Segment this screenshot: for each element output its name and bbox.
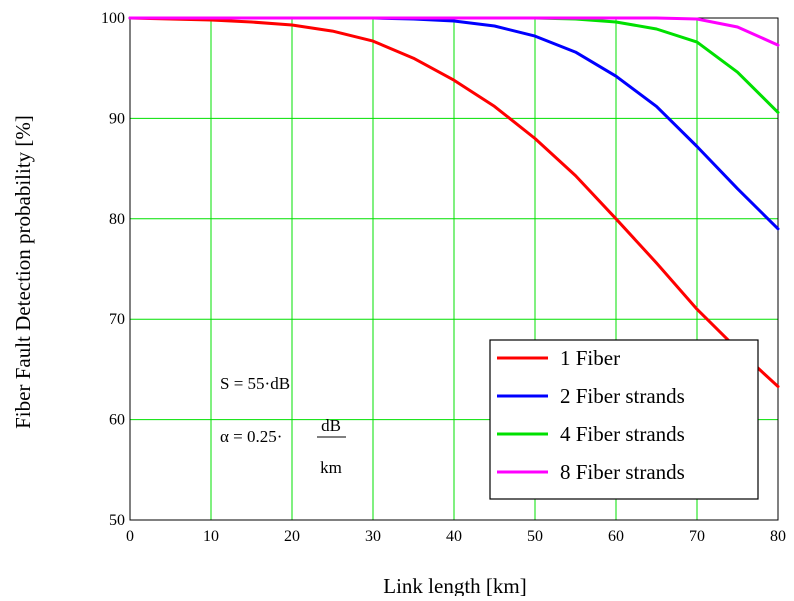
legend: 1 Fiber 2 Fiber strands 4 Fiber strands 8 F…	[489, 339, 759, 500]
annotation-alpha-den: km	[320, 458, 342, 477]
annotation-alpha-lhs: α = 0.25·	[220, 427, 282, 446]
x-tick-label: 10	[203, 528, 219, 545]
series-line	[128, 16, 780, 47]
x-tick-label: 70	[689, 528, 705, 545]
x-tick-label: 30	[365, 528, 381, 545]
legend-label: 2 Fiber strands	[560, 384, 685, 408]
annotation-alpha-num: dB	[321, 416, 341, 435]
legend-label: 8 Fiber strands	[560, 460, 685, 484]
x-tick-label: 80	[770, 528, 786, 545]
x-tick-label: 40	[446, 528, 462, 545]
series-line	[128, 16, 780, 388]
y-tick-label: 70	[109, 311, 125, 328]
formula-annotation: S = 55·dB α = 0.25· dB km	[220, 374, 346, 477]
annotation-s-eq: S = 55·dB	[220, 374, 290, 393]
y-tick-label: 60	[109, 412, 125, 429]
x-tick-label: 50	[527, 528, 543, 545]
x-tick-label: 60	[608, 528, 624, 545]
x-tick-label: 20	[284, 528, 300, 545]
y-tick-label: 100	[101, 10, 125, 27]
x-tick-label: 0	[126, 528, 134, 545]
legend-label: 4 Fiber strands	[560, 422, 685, 446]
y-tick-label: 90	[109, 110, 125, 127]
x-axis-title: Link length [km]	[383, 574, 526, 596]
ticks-layer: 0 10 20 30 40 50 60 70 80 50 60 70 80 90 100	[101, 10, 786, 545]
y-tick-label: 50	[109, 512, 125, 529]
series-layer	[128, 16, 780, 388]
y-tick-label: 80	[109, 211, 125, 228]
y-axis-title: Fiber Fault Detection probability [%]	[11, 115, 35, 429]
legend-label: 1 Fiber	[560, 346, 620, 370]
